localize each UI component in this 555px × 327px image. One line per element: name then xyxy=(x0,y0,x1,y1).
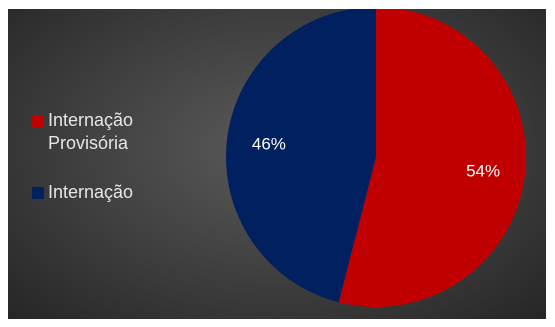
legend: Internação Provisória Internação xyxy=(32,109,163,204)
legend-item-internacao: Internação xyxy=(32,181,163,204)
pie-slice-0 xyxy=(338,9,526,307)
legend-swatch-internacao-provisoria xyxy=(32,115,44,127)
pie-data-label-0: 54% xyxy=(466,162,500,181)
legend-item-internacao-provisoria: Internação Provisória xyxy=(32,109,163,155)
legend-label-internacao-provisoria: Internação Provisória xyxy=(48,110,134,153)
legend-swatch-internacao xyxy=(32,187,44,199)
pie-slice-1 xyxy=(226,9,376,303)
pie-data-label-1: 46% xyxy=(252,135,286,154)
legend-label-internacao: Internação xyxy=(48,182,134,202)
pie-chart: 54% 46% xyxy=(226,9,526,307)
chart-area: 54% 46% Internação Provisória Internação xyxy=(8,9,546,319)
